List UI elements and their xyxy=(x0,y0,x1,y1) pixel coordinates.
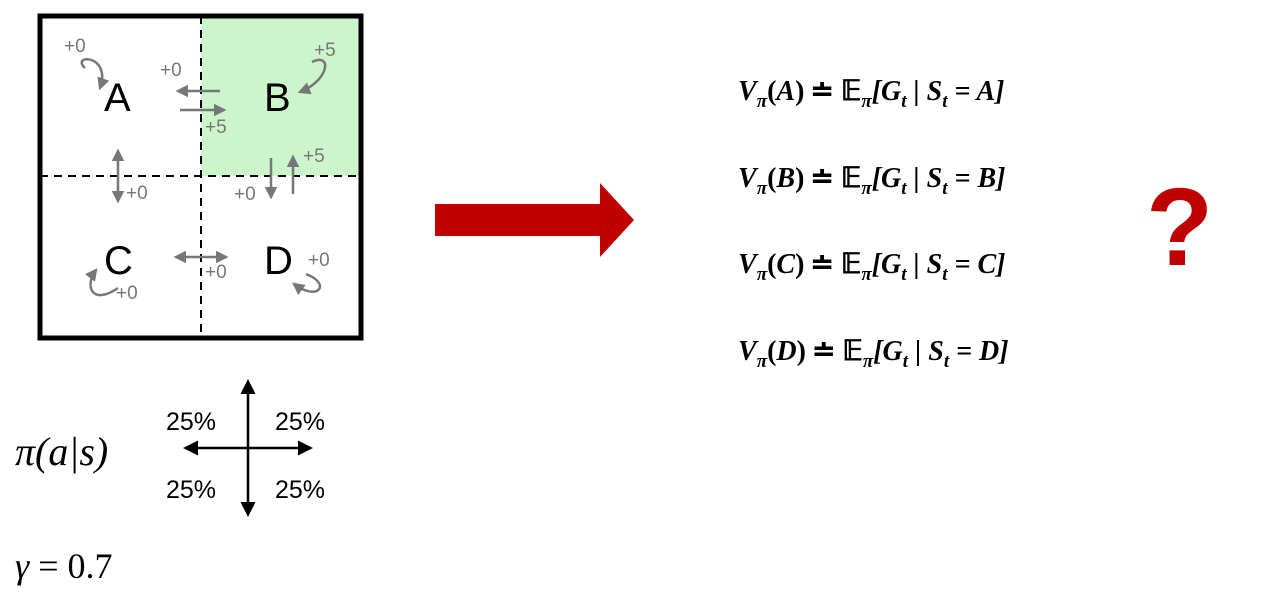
reward-d-self: +0 xyxy=(308,250,330,271)
eq-space xyxy=(835,336,842,367)
eq-part-Esub: π xyxy=(861,91,872,112)
eq-part-tsub: t xyxy=(901,91,907,112)
value-equation-b: Vπ​(B)≐ 𝔼π​[Gt​ | St​ = B] xyxy=(738,163,1006,199)
eq-part-rhs: = C] xyxy=(948,249,1006,280)
eq-part-def: ≐ xyxy=(810,249,833,280)
state-label-d: D xyxy=(264,239,293,283)
policy-prob-down-right: 25% xyxy=(275,476,325,504)
eq-part-mid: | S xyxy=(907,163,943,194)
value-function-equations: Vπ​(A)≐ 𝔼π​[Gt​ | St​ = A] Vπ​(B)≐ 𝔼π​[Gt… xyxy=(738,76,1009,372)
self-loop-arrow-d xyxy=(291,272,322,295)
eq-part-rhs: = D] xyxy=(949,336,1009,367)
eq-part-s: B xyxy=(775,163,795,194)
value-equation-a: Vπ​(A)≐ 𝔼π​[Gt​ | St​ = A] xyxy=(738,76,1004,112)
reward-a-self: +0 xyxy=(64,36,86,57)
eq-part-E: 𝔼 xyxy=(841,76,861,107)
eq-part-mid: | S xyxy=(907,249,943,280)
reward-a-to-b: +5 xyxy=(205,117,227,138)
eq-part-open: ( xyxy=(767,336,776,367)
eq-part-body: [G xyxy=(872,76,902,107)
policy-prob-up-right: 25% xyxy=(275,408,325,436)
eq-part-tsub: t xyxy=(901,178,907,199)
reward-c-self: +0 xyxy=(116,283,138,304)
discount-factor: γ = 0.7 xyxy=(15,546,113,586)
policy-symbol: π(a|s) xyxy=(15,429,108,474)
eq-part-tsub: t xyxy=(901,264,907,285)
reward-c-d: +0 xyxy=(205,262,227,283)
grid-world: A B C D +0 +0 +5 +5 +5 +0 +0 +0 +0 xyxy=(37,13,364,341)
eq-part-rhs: = B] xyxy=(948,163,1006,194)
eq-space xyxy=(834,163,841,194)
reward-a-from-b: +0 xyxy=(160,60,182,81)
eq-part-Esub: π xyxy=(861,178,872,199)
big-red-arrow xyxy=(435,183,634,257)
policy-prob-down-left: 25% xyxy=(166,476,216,504)
value-equation-d: Vπ​(D)≐ 𝔼π​[Gt​ | St​ = D] xyxy=(738,336,1009,372)
eq-part-E: 𝔼 xyxy=(842,336,862,367)
value-equation-c: Vπ​(C)≐ 𝔼π​[Gt​ | St​ = C] xyxy=(738,249,1006,285)
eq-part-rhs: = A] xyxy=(948,76,1005,107)
eq-part-E: 𝔼 xyxy=(841,249,861,280)
eq-part-open: ( xyxy=(767,249,776,280)
eq-part-sub: π xyxy=(757,91,768,112)
eq-part-sub: π xyxy=(757,351,768,372)
gamma-expression: γ = 0.7 xyxy=(15,546,113,586)
eq-part-mid: | S xyxy=(907,76,943,107)
eq-part-open: ( xyxy=(767,76,776,107)
state-b-highlight xyxy=(201,16,361,176)
eq-part-lhs: V xyxy=(738,163,759,194)
eq-part-lhs: V xyxy=(738,336,759,367)
eq-part-body: [G xyxy=(872,249,902,280)
eq-part-lhs: V xyxy=(738,76,759,107)
eq-part-Esub: π xyxy=(863,351,874,372)
eq-part-tsub2: t xyxy=(942,178,948,199)
policy-prob-up-left: 25% xyxy=(166,408,216,436)
eq-part-lhs: V xyxy=(738,249,759,280)
eq-space xyxy=(834,76,841,107)
reward-a-c: +0 xyxy=(126,183,148,204)
eq-part-def: ≐ xyxy=(810,163,833,194)
gamma-symbol: γ xyxy=(15,546,30,586)
transition-arrow xyxy=(435,183,634,257)
eq-part-sub: π xyxy=(757,264,768,285)
gamma-value: 0.7 xyxy=(68,546,113,586)
eq-space xyxy=(834,249,841,280)
eq-part-open: ( xyxy=(767,163,776,194)
eq-part-close: ) xyxy=(795,249,804,280)
eq-part-tsub2: t xyxy=(944,351,950,372)
eq-part-sub: π xyxy=(757,178,768,199)
eq-part-close: ) xyxy=(795,163,804,194)
reward-b-self: +5 xyxy=(314,40,336,61)
eq-part-tsub: t xyxy=(903,351,909,372)
policy: π(a|s) 25% 25% 25% 25% xyxy=(15,379,325,517)
gamma-equals: = xyxy=(29,546,67,586)
eq-part-mid: | S xyxy=(908,336,944,367)
question-mark: ? xyxy=(1146,166,1213,289)
eq-part-s: A xyxy=(774,76,795,107)
eq-part-close: ) xyxy=(795,76,804,107)
eq-part-close: ) xyxy=(797,336,806,367)
eq-part-s: D xyxy=(775,336,796,367)
eq-part-body: [G xyxy=(872,163,902,194)
reward-b-up: +5 xyxy=(303,146,325,167)
eq-part-tsub2: t xyxy=(942,91,948,112)
eq-part-def: ≐ xyxy=(812,336,835,367)
eq-part-body: [G xyxy=(873,336,903,367)
self-loop-arrow-a xyxy=(80,57,110,91)
state-label-c: C xyxy=(104,239,133,283)
eq-part-Esub: π xyxy=(861,264,872,285)
reward-b-down: +0 xyxy=(234,184,256,205)
state-label-a: A xyxy=(104,76,131,120)
eq-part-def: ≐ xyxy=(810,76,833,107)
eq-part-s: C xyxy=(776,249,795,280)
state-label-b: B xyxy=(264,76,291,120)
self-loop-arrow-c xyxy=(85,267,119,297)
self-loop-arrow-b xyxy=(297,58,327,95)
eq-part-E: 𝔼 xyxy=(841,163,861,194)
eq-part-tsub2: t xyxy=(942,264,948,285)
